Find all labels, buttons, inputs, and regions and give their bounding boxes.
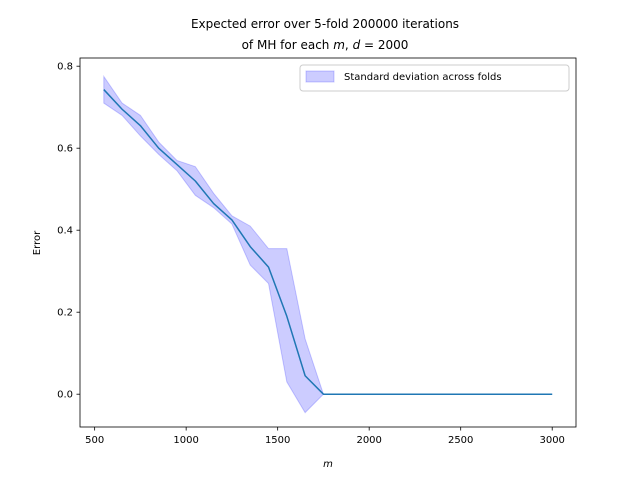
x-axis-ticks: 500 1000 1500 2000 2500 3000	[85, 427, 565, 446]
x-tick-label: 500	[85, 435, 104, 446]
x-tick-label: 1500	[265, 435, 290, 446]
legend-label: Standard deviation across folds	[344, 72, 502, 83]
chart-title-line2: of MH for each m, d = 2000	[242, 38, 409, 52]
x-tick-label: 2500	[448, 435, 473, 446]
x-tick-label: 3000	[539, 435, 564, 446]
y-axis-ticks: 0.0 0.2 0.4 0.6 0.8	[57, 62, 80, 401]
error-line	[103, 89, 553, 395]
axes-frame	[79, 57, 577, 428]
y-tick-label: 0.6	[57, 144, 73, 155]
x-tick-label: 1000	[173, 435, 198, 446]
y-tick-label: 0.4	[57, 226, 73, 237]
y-axis-label: Error	[32, 230, 43, 255]
x-axis-label: m	[323, 459, 333, 470]
x-tick-label: 2000	[356, 435, 381, 446]
y-tick-label: 0.0	[57, 390, 73, 401]
y-tick-label: 0.8	[57, 62, 73, 73]
legend-swatch	[305, 70, 335, 83]
plot-area	[103, 74, 553, 414]
y-tick-label: 0.2	[57, 308, 73, 319]
chart-title-line1: Expected error over 5-fold 200000 iterat…	[191, 17, 459, 31]
legend-frame	[299, 64, 570, 92]
legend: Standard deviation across folds	[299, 64, 570, 92]
